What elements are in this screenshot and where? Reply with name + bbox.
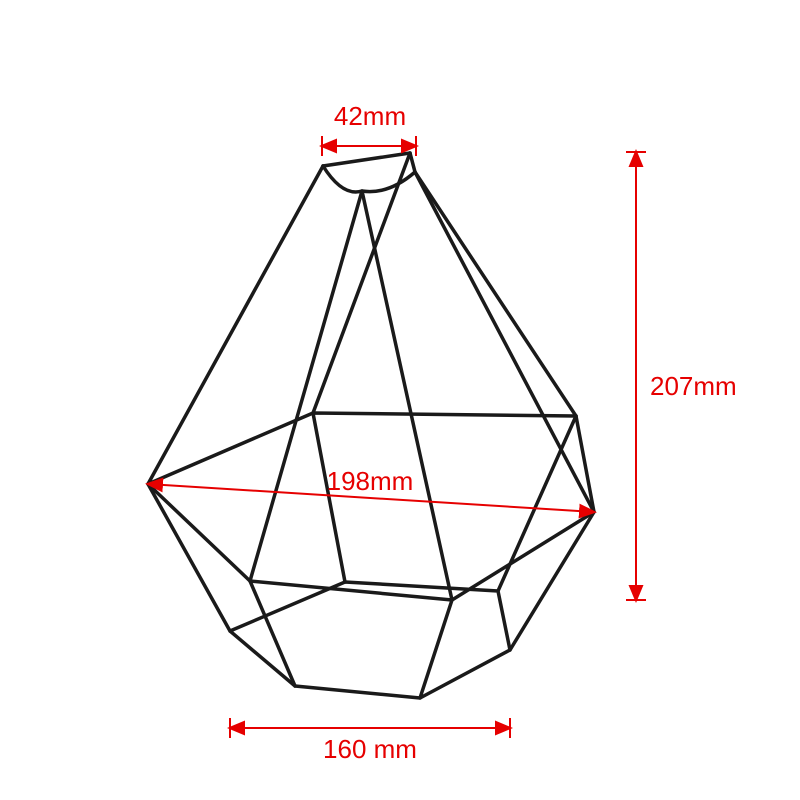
wireframe-cage xyxy=(148,153,594,698)
dim-label-mid: 198mm xyxy=(327,466,414,496)
dimension-diagram: 42mm 207mm 198mm 160 mm xyxy=(0,0,800,800)
dim-label-top: 42mm xyxy=(334,101,406,131)
dimension-lines xyxy=(148,136,646,738)
dim-label-height: 207mm xyxy=(650,371,737,401)
dim-label-bottom: 160 mm xyxy=(323,734,417,764)
